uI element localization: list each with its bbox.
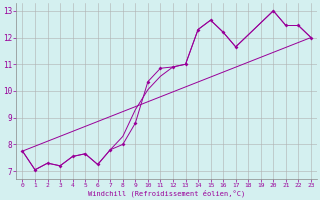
X-axis label: Windchill (Refroidissement éolien,°C): Windchill (Refroidissement éolien,°C) <box>88 190 245 197</box>
